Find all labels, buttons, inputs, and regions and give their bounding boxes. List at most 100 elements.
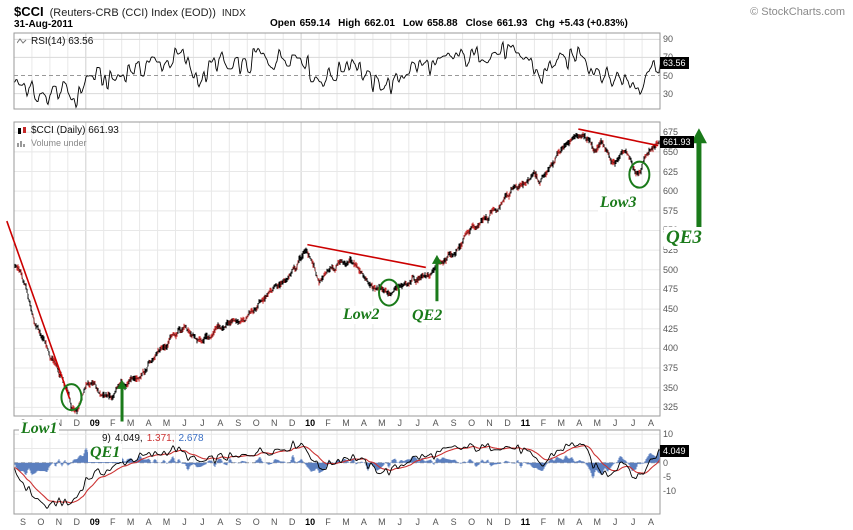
xtick: N xyxy=(486,418,493,428)
panel-border xyxy=(13,429,661,515)
xtick: M xyxy=(126,418,135,428)
xtick: M xyxy=(593,517,601,527)
quote-date: 31-Aug-2011 xyxy=(14,19,73,30)
price-ytick: 325 xyxy=(663,402,679,413)
price-ytick: 375 xyxy=(663,363,679,374)
price-ytick: 675 xyxy=(663,127,679,138)
quote-row: Open 659.14 High 662.01 Low 658.88 Close 661.93… xyxy=(266,18,628,29)
rsi-legend: RSI(14) 63.56 xyxy=(17,36,93,47)
quote-value: 659.14 xyxy=(299,18,331,29)
price-ytick: 525 xyxy=(663,245,679,256)
price-ytick: 400 xyxy=(663,343,679,354)
quote-label: Chg xyxy=(535,18,555,29)
xtick: S xyxy=(19,517,26,527)
xtick: O xyxy=(252,517,260,527)
xtick: D xyxy=(288,418,296,428)
macd-current-value-box: 4.049 xyxy=(660,445,689,458)
macd-histogram-value: 2.678 xyxy=(178,433,204,444)
xtick: F xyxy=(325,418,331,428)
circle-low3 xyxy=(628,160,651,189)
rsi-ytick: 90 xyxy=(663,34,674,45)
xtick: A xyxy=(217,418,224,428)
quote-value: 658.88 xyxy=(426,18,458,29)
stockcharts-copyright-link[interactable]: © StockCharts.com xyxy=(750,6,845,18)
circle-low1 xyxy=(60,383,83,412)
price-ytick: 600 xyxy=(663,186,679,197)
quote-value: 662.01 xyxy=(364,18,395,29)
symbol-name: (Reuters-CRB (CCI) Index (EOD)) xyxy=(49,7,216,19)
price-current-value-box: 661.93 xyxy=(660,136,694,149)
xtick: D xyxy=(288,517,296,527)
price-ytick: 350 xyxy=(663,382,679,393)
xtick: O xyxy=(468,418,476,428)
xtick: J xyxy=(397,517,403,527)
indicator-line-icon xyxy=(17,37,27,46)
xtick: A xyxy=(576,418,583,428)
annotation-qe2: QE2 xyxy=(410,307,445,325)
rsi-ytick: 50 xyxy=(663,70,674,81)
quote-label: Low xyxy=(402,18,423,29)
xtick: S xyxy=(235,517,242,527)
xtick: J xyxy=(630,517,636,527)
xtick: D xyxy=(504,517,511,527)
volume-legend-text: Volume under xyxy=(31,138,87,148)
annotation-qe1: QE1 xyxy=(88,444,123,462)
xtick: 09 xyxy=(89,517,100,527)
xtick: M xyxy=(557,418,566,428)
candlestick-icon xyxy=(17,126,27,136)
xtick: N xyxy=(270,517,278,527)
volume-bars-icon xyxy=(17,139,27,147)
xtick: J xyxy=(200,517,205,527)
panel-border xyxy=(13,121,661,417)
xtick: A xyxy=(648,517,655,527)
panel-border xyxy=(13,32,661,110)
price-legend: $CCI (Daily) 661.93 xyxy=(17,125,119,136)
annotation-low1: Low1 xyxy=(19,420,60,438)
xtick: M xyxy=(557,517,566,527)
xtick: J xyxy=(415,517,421,527)
symbol: $CCI xyxy=(14,4,44,19)
xtick: A xyxy=(217,517,224,527)
xtick: M xyxy=(378,418,386,428)
rsi-legend-text: RSI(14) 63.56 xyxy=(31,36,94,47)
xtick: N xyxy=(55,517,63,527)
xtick: J xyxy=(415,418,421,428)
xtick: 09 xyxy=(89,418,100,428)
xtick: M xyxy=(126,517,135,527)
annotation-qe3: QE3 xyxy=(664,227,704,249)
xtick: F xyxy=(109,418,116,428)
xtick: N xyxy=(270,418,278,428)
xtick: D xyxy=(73,517,81,527)
macd-ytick: 10 xyxy=(663,429,674,440)
xtick: 10 xyxy=(305,418,316,428)
xtick: S xyxy=(235,418,242,428)
exchange-label: INDX xyxy=(221,8,246,19)
macd-ytick: -10 xyxy=(663,486,677,497)
xtick: J xyxy=(397,418,403,428)
rsi-current-value-box: 63.56 xyxy=(660,57,689,70)
xtick: M xyxy=(162,418,171,428)
price-ytick: 425 xyxy=(663,323,679,334)
xtick: J xyxy=(182,418,187,428)
price-ytick: 575 xyxy=(663,205,679,216)
xtick: N xyxy=(486,517,493,527)
price-ytick: 625 xyxy=(663,166,679,177)
quote-value: +5.43 (+0.83%) xyxy=(558,18,628,29)
xtick: M xyxy=(342,418,350,428)
xtick: J xyxy=(630,418,636,428)
xtick: F xyxy=(109,517,116,527)
annotation-low2: Low2 xyxy=(341,306,382,324)
xtick: A xyxy=(648,418,655,428)
xtick: M xyxy=(593,418,601,428)
rsi-line xyxy=(14,40,660,109)
xtick: A xyxy=(576,517,583,527)
grid xyxy=(13,33,661,514)
xtick: 11 xyxy=(520,418,531,428)
xtick: D xyxy=(73,418,81,428)
xtick: O xyxy=(37,517,45,527)
xtick: F xyxy=(540,517,547,527)
rsi-ytick: 30 xyxy=(663,88,674,99)
